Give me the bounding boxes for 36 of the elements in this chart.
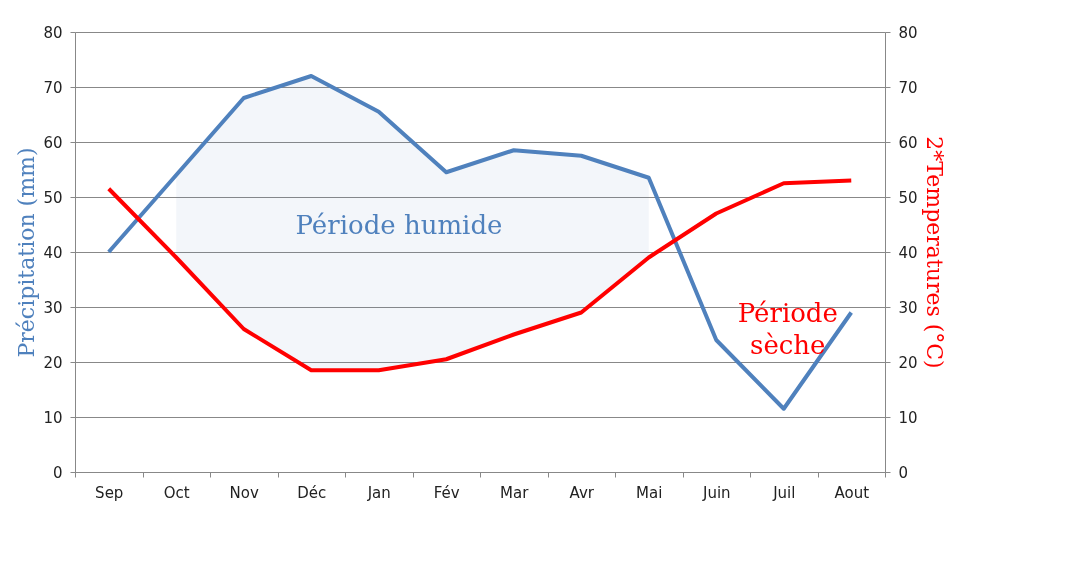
x-tick-label: Mai [636,483,663,502]
y-tick-label: 30 [43,298,63,317]
y2-tick-label: 10 [898,408,918,427]
x-tick-label: Nov [229,483,260,502]
y-tick-label: 20 [43,353,63,372]
x-tick-label: Déc [297,483,327,502]
x-tick-label: Juil [772,483,796,502]
x-tick-label: Juin [701,483,731,502]
y2-tick-label: 70 [898,78,918,97]
y2-tick-label: 40 [898,243,918,262]
annotation: Période humide [295,209,503,240]
y2-axis-title: 2*Temperatures (°C) [921,136,947,369]
x-tick-label: Mar [500,483,530,502]
y-tick-label: 70 [43,78,63,97]
y-tick-label: 0 [52,463,63,482]
y2-tick-label: 20 [898,353,918,372]
y2-tick-label: 80 [898,23,918,42]
x-tick-label: Jan [366,483,391,502]
y2-tick-label: 50 [898,188,918,207]
y-tick-label: 50 [43,188,63,207]
line-series [106,74,854,411]
x-tick-label: Sep [95,483,124,502]
x-tick-label: Aout [834,483,870,502]
y2-tick-label: 60 [898,133,918,152]
y-tick-label: 60 [43,133,63,152]
x-tick-label: Fév [433,483,460,502]
line-series [106,178,854,373]
y-tick-label: 10 [43,408,63,427]
y2-tick-label: 0 [898,463,909,482]
y-axis-title: Précipitation (mm) [14,147,40,358]
y-tick-label: 40 [43,243,63,262]
x-tick-label: Oct [163,483,190,502]
annotation: Période sèche [737,297,838,360]
x-tick-label: Avr [569,483,595,502]
y-tick-label: 80 [43,23,63,42]
y2-tick-label: 30 [898,298,918,317]
